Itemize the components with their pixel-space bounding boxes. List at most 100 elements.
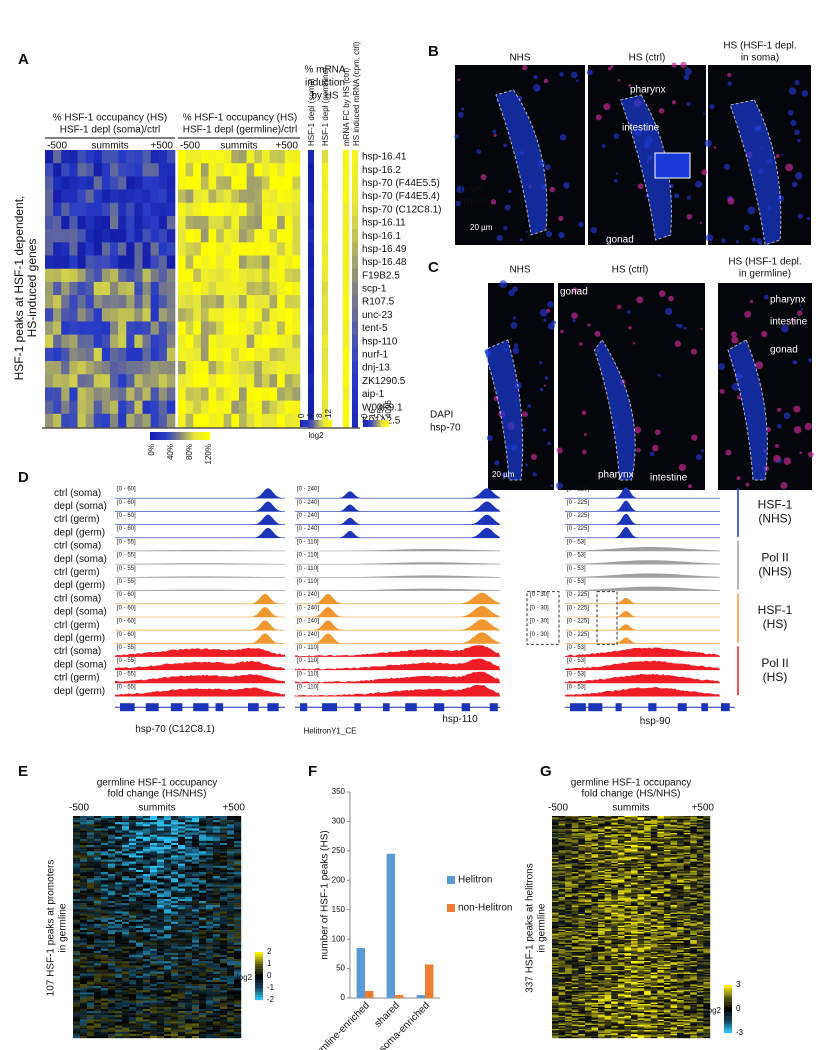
colorbar xyxy=(204,432,207,440)
heatmap-cell xyxy=(164,826,172,829)
cell-signal xyxy=(719,388,725,394)
heatmap-cell xyxy=(164,934,172,937)
heatmap-cell xyxy=(192,876,200,879)
heatmap-cell xyxy=(578,818,586,821)
heatmap-cell xyxy=(284,308,293,322)
heatmap-cell xyxy=(604,832,612,835)
heatmap-cell xyxy=(136,1006,144,1010)
cell-signal xyxy=(737,395,741,400)
heatmap-cell xyxy=(234,905,242,908)
heatmap-cell xyxy=(77,202,86,217)
heatmap-cell xyxy=(142,413,151,428)
heatmap-cell xyxy=(598,836,605,839)
heatmap-cell xyxy=(122,934,130,937)
heatmap-cell xyxy=(192,880,200,883)
heatmap-cell xyxy=(234,928,242,931)
heatmap-cell xyxy=(604,816,612,818)
heatmap-cell xyxy=(663,827,671,830)
heatmap-cell xyxy=(213,876,221,879)
heatmap-cell xyxy=(696,839,704,842)
heatmap-cell xyxy=(178,975,186,979)
heatmap-cell xyxy=(80,1000,88,1003)
heatmap-cell xyxy=(80,979,88,983)
heatmap-cell xyxy=(584,870,592,873)
heatmap-cell xyxy=(199,836,207,840)
colorbar xyxy=(377,420,379,427)
heatmap-cell xyxy=(231,150,240,164)
heatmap-cell xyxy=(292,361,301,375)
heatmap-cell xyxy=(227,878,235,881)
heatmap-cell xyxy=(206,917,214,920)
heatmap-cell xyxy=(122,948,130,952)
heatmap-cell xyxy=(650,834,658,836)
heatmap-cell xyxy=(246,281,255,296)
heatmap-cell xyxy=(234,859,242,862)
heatmap-cell xyxy=(213,984,221,987)
heatmap-cell xyxy=(178,215,186,230)
heatmap-cell xyxy=(143,880,151,883)
heatmap-cell xyxy=(73,944,81,947)
heatmap-cell xyxy=(703,864,711,866)
heatmap-cell xyxy=(108,948,116,952)
cell-signal xyxy=(669,184,674,189)
heatmap-cell xyxy=(208,361,217,375)
heatmap-cell xyxy=(617,846,625,848)
heatmap-cell xyxy=(136,971,144,974)
heatmap-cell xyxy=(246,150,255,164)
column-cell xyxy=(322,321,328,335)
heatmap-cell xyxy=(166,150,176,164)
heatmap-cell xyxy=(584,830,592,832)
heatmap-cell xyxy=(126,242,135,256)
heatmap-cell xyxy=(677,838,684,840)
heatmap-cell xyxy=(101,1006,109,1010)
heatmap-cell xyxy=(199,1013,207,1016)
heatmap-cell xyxy=(227,936,235,939)
heatmap-cell xyxy=(571,835,579,838)
heatmap-cell xyxy=(185,857,193,860)
heatmap-cell xyxy=(677,831,684,834)
heatmap-cell xyxy=(178,865,186,869)
heatmap-cell xyxy=(178,986,186,989)
heatmap-cell xyxy=(578,821,586,823)
heatmap-cell xyxy=(101,281,111,296)
heatmap-cell xyxy=(178,878,186,881)
heatmap-cell xyxy=(683,846,691,848)
heatmap-cell xyxy=(94,828,102,831)
cell-signal xyxy=(543,384,546,387)
heatmap-cell xyxy=(185,880,193,883)
heatmap-cell xyxy=(591,823,599,826)
heatmap-cell xyxy=(157,952,165,956)
inset-range: [0 - 30] xyxy=(530,632,549,638)
heatmap-cell xyxy=(663,849,671,852)
heatmap-cell xyxy=(171,932,179,935)
heatmap-cell xyxy=(115,876,123,879)
heatmap-cell xyxy=(558,859,566,861)
track-range: [0 - 225] xyxy=(567,500,589,506)
heatmap-cell xyxy=(213,818,221,821)
heatmap-cell xyxy=(234,890,242,893)
heatmap-cell xyxy=(192,930,200,933)
heatmap-cell xyxy=(143,863,151,866)
heatmap-cell xyxy=(164,979,172,983)
column-cell xyxy=(343,268,349,283)
heatmap-cell xyxy=(178,867,186,871)
colorbar xyxy=(198,432,201,440)
heatmap-cell xyxy=(591,863,599,865)
heatmap-cell xyxy=(571,819,579,822)
column-cell xyxy=(343,374,349,388)
heatmap-cell xyxy=(178,1017,186,1020)
heatmap-cell xyxy=(192,830,200,833)
heatmap-cell xyxy=(136,830,144,833)
heatmap-cell xyxy=(115,861,123,864)
heatmap-cell xyxy=(663,852,671,855)
heatmap-cell xyxy=(234,984,242,987)
track-label: depl (soma) xyxy=(54,607,107,618)
heatmap-cell xyxy=(565,847,572,849)
heatmap-cell xyxy=(73,936,81,939)
cell-signal xyxy=(525,463,529,467)
heatmap-cell xyxy=(171,1031,179,1035)
heatmap-cell xyxy=(185,988,193,991)
heatmap-cell xyxy=(129,963,137,966)
heatmap-cell xyxy=(246,176,255,190)
heatmap-cell xyxy=(231,189,240,204)
